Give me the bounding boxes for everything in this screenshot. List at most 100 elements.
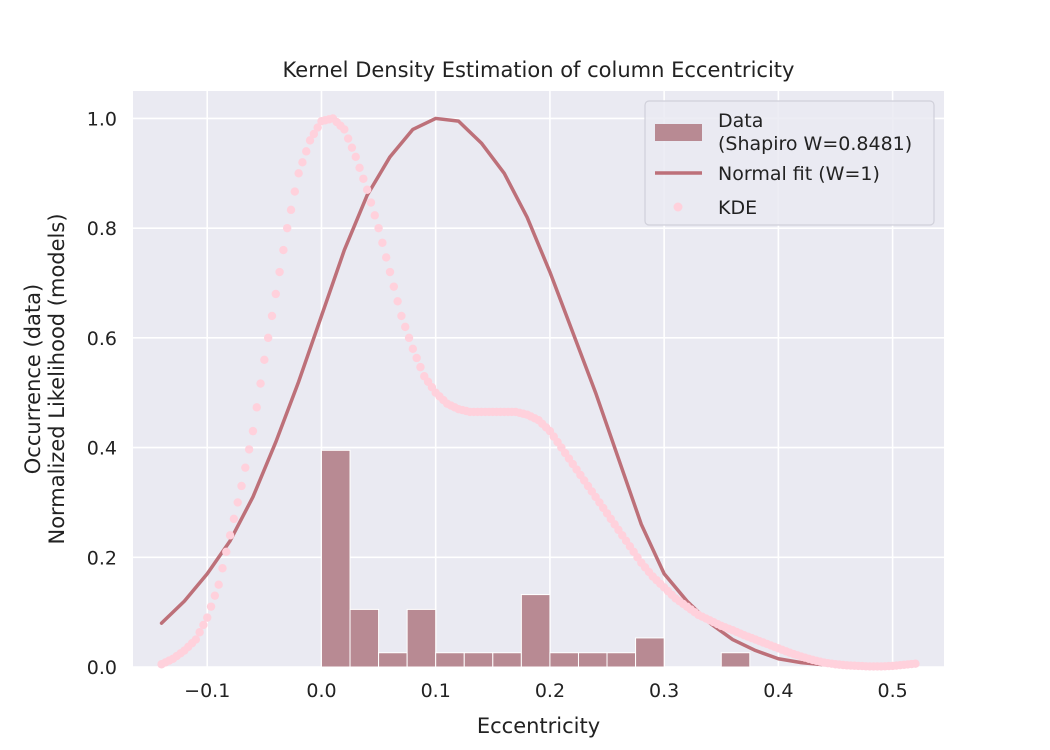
kde-point [210,591,220,600]
kde-point [206,602,216,611]
kde-point [286,205,296,215]
x-tick-label: −0.1 [184,680,230,702]
kde-point [298,158,307,167]
kde-point [381,253,391,262]
histogram-bar [549,652,579,668]
histogram-bar [577,652,608,668]
kde-point [252,403,261,412]
kde-point [218,564,227,573]
normal-fit-line [159,116,872,669]
legend-histogram-label-line-2: (Shapiro W=0.8481) [718,133,912,155]
histogram-bar [520,594,551,668]
kde-point [378,238,387,247]
kde-point [294,169,303,178]
kde-point [374,223,383,233]
kde-point [283,223,292,233]
y-tick-label: 0.4 [87,438,117,460]
kde-point [199,620,208,630]
kde-point [389,282,399,291]
histogram-bars [320,449,751,668]
x-axis-label: Eccentricity [477,714,600,738]
kde-point [241,463,250,472]
kde-point [366,198,376,207]
legend-box [644,100,935,226]
y-axis-ticks: 0.0 0.2 0.4 0.6 0.8 1.0 [87,108,117,679]
kde-point [195,628,204,637]
kde-point [267,311,277,321]
x-tick-label: 0.4 [763,680,793,702]
kde-point [351,152,360,162]
histogram-bar [720,652,751,668]
kde-point [385,267,395,277]
kde-point [290,187,300,196]
normal-fit-series [159,116,872,669]
kde-point [256,379,265,388]
legend-histogram-label-line-1: Data [718,110,763,132]
legend-histogram-swatch [655,124,702,141]
chart-title: Kernel Density Estimation of column Ecce… [283,58,795,82]
kde-point [370,211,379,220]
y-tick-label: 0.6 [87,328,117,350]
kde-point [260,355,269,364]
legend-kde-swatch [673,202,683,212]
kde-point [340,125,349,134]
kde-point [404,333,414,343]
kde-point [237,481,246,491]
histogram-bar [463,652,494,668]
kde-point [355,163,364,172]
histogram-bar [320,449,351,668]
histogram-bar [492,652,522,668]
kde-point [233,498,242,507]
y-tick-label: 0.0 [87,657,117,679]
kde-point [397,311,406,321]
kde-point [416,362,425,372]
kde-point [393,297,402,306]
x-tick-label: 0.0 [306,680,336,702]
histogram-bar [406,608,437,668]
kde-point [401,322,410,332]
histogram-bar [349,608,380,668]
x-tick-label: 0.5 [877,680,907,702]
legend-normal-fit-label: Normal fit (W=1) [718,163,880,185]
kde-point [911,659,920,668]
kde-point [313,123,322,132]
kde-point [222,547,231,556]
kde-point [359,174,368,183]
y-tick-label: 1.0 [87,108,117,130]
kde-point [203,613,212,622]
kde-point [302,147,311,156]
histogram-bar [378,652,408,668]
kde-point [275,267,284,277]
kde-point [279,245,288,255]
kde-series [157,114,920,671]
x-tick-label: 0.2 [535,680,565,702]
kde-point [244,445,254,454]
kde-point [408,344,418,354]
kde-point [225,531,235,540]
x-tick-label: 0.1 [421,680,451,702]
kde-point [309,129,319,139]
kde-point [305,136,315,145]
histogram-bar [435,652,465,668]
kde-point [347,143,357,152]
histogram-bar [606,652,637,668]
kde-point [271,289,280,299]
y-tick-label: 0.8 [87,218,117,240]
kde-point [263,333,273,343]
y-tick-label: 0.2 [87,547,117,569]
kde-point [343,134,353,143]
legend: Data (Shapiro W=0.8481) Normal fit (W=1)… [644,100,935,226]
kde-point [412,353,421,363]
y-axis-label-line-2: Normalized Likelihood (models) [45,213,69,544]
y-axis-label-line-1: Occurrence (data) [21,284,45,474]
kde-point [229,514,239,524]
x-tick-label: 0.3 [649,680,679,702]
kde-point [191,635,201,644]
kde-point [248,426,258,436]
legend-kde-label: KDE [718,197,757,219]
kde-point [214,580,223,589]
kde-point [362,185,372,194]
histogram-bar [635,637,665,668]
y-axis-label: Occurrence (data) Normalized Likelihood … [21,213,69,544]
